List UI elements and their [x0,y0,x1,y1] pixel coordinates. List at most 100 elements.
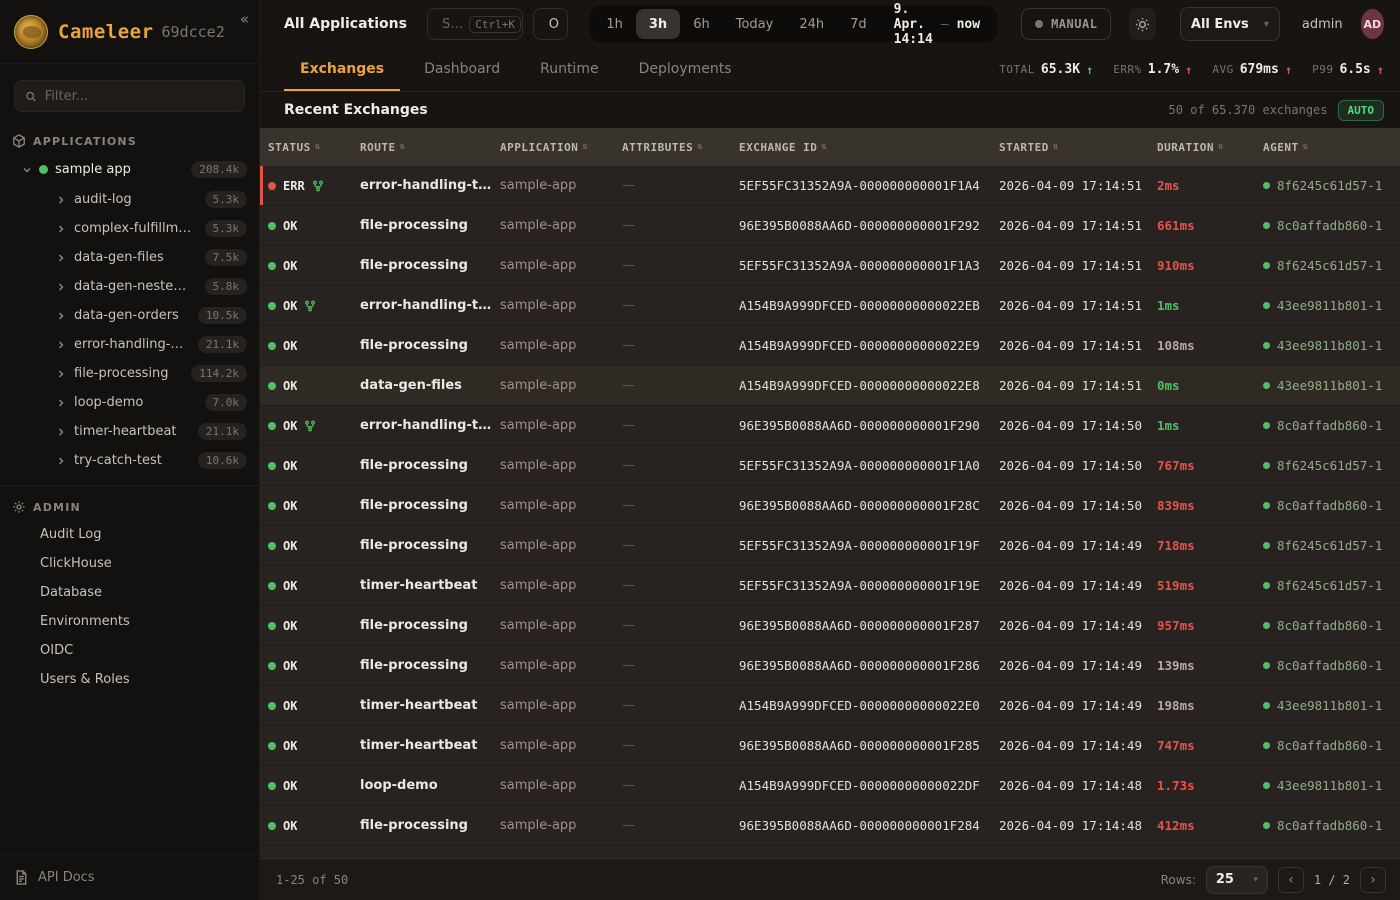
api-docs-link[interactable]: API Docs [0,854,259,900]
duration-cell: 957ms [1157,618,1195,633]
time-to: now [956,16,981,32]
theme-toggle-button[interactable] [1129,8,1156,40]
status-label: OK [283,818,298,833]
sidebar: Cameleer 69dcce2 « APPLICATIONS sample a… [0,0,260,900]
status-dot [268,341,276,350]
sidebar-route-item[interactable]: timer-heartbeat 21.1k [0,417,259,446]
column-header-label: STATUS [268,140,311,154]
sidebar-route-item[interactable]: audit-log 5.3k [0,185,259,214]
column-header[interactable]: STATUS ⇅ [268,141,360,154]
sidebar-collapse-button[interactable]: « [239,10,249,28]
time-range-button[interactable]: 24h [786,9,837,39]
tab[interactable]: Dashboard [408,48,516,91]
user-avatar[interactable]: AD [1360,9,1384,39]
sort-icon: ⇅ [1052,142,1059,152]
admin-menu-item[interactable]: ClickHouse [0,549,259,578]
sidebar-route-item[interactable]: error-handling-… 21.1k [0,330,259,359]
table-row[interactable]: OK file-processing sample-app — 5EF55FC3… [260,526,1400,566]
status-label: OK [283,218,298,233]
tab[interactable]: Deployments [623,48,748,91]
admin-menu-item[interactable]: OIDC [0,636,259,665]
table-row[interactable]: OK file-processing sample-app — 96E395B0… [260,806,1400,846]
agent-cell: 43ee9811b801-1 [1263,298,1400,313]
application-cell: sample-app [500,338,577,353]
filter-input[interactable] [44,88,234,104]
table-row[interactable]: OK loop-demo sample-app — A154B9A999DFCE… [260,766,1400,806]
time-range-display[interactable]: 9. Apr. 14:14 – now [880,2,994,47]
sidebar-route-item[interactable]: data-gen-files 7.5k [0,243,259,272]
status-dot [268,781,276,790]
environments-dropdown[interactable]: All Envs ▾ [1179,7,1280,41]
table-row[interactable]: OK file-processing sample-app — 5EF55FC3… [260,246,1400,286]
application-cell: sample-app [500,698,577,713]
global-search-box[interactable]: S… Ctrl+K [426,8,523,40]
table-row[interactable]: ERR error-handling-test sample-app — 5EF… [260,166,1400,206]
admin-menu-item[interactable]: Environments [0,607,259,636]
table-row[interactable]: OK file-processing sample-app — 96E395B0… [260,646,1400,686]
rows-per-page-select[interactable]: 25 ▾ [1205,865,1268,894]
table-row[interactable]: OK data-gen-files sample-app — A154B9A99… [260,366,1400,406]
table-row[interactable]: OK file-processing sample-app — 96E395B0… [260,206,1400,246]
agent-status-dot [1263,622,1270,629]
sidebar-route-item[interactable]: file-processing 114.2k [0,359,259,388]
prev-page-button[interactable]: ‹ [1277,866,1304,893]
column-header[interactable]: AGENT ⇅ [1263,141,1400,154]
status-label: OK [283,258,298,273]
table-row[interactable]: OK error-handling-test sample-app — A154… [260,286,1400,326]
time-range-button[interactable]: 6h [680,9,723,39]
tab[interactable]: Exchanges [284,48,401,91]
stat-label: TOTAL [999,63,1035,76]
next-page-button[interactable]: › [1360,866,1386,893]
table-row[interactable]: OK timer-heartbeat sample-app — 96E395B0… [260,726,1400,766]
status-dot [268,501,276,510]
sidebar-item-sample-app[interactable]: sample app 208.4k [0,154,259,185]
sidebar-route-item[interactable]: try-catch-test 10.6k [0,446,259,475]
column-header[interactable]: ATTRIBUTES ⇅ [622,141,739,154]
manual-label: MANUAL [1051,17,1098,31]
filter-box[interactable] [14,80,245,112]
table-row[interactable]: OK file-processing sample-app — 5EF55FC3… [260,446,1400,486]
column-header[interactable]: DURATION ⇅ [1157,141,1263,154]
route-cell: data-gen-files [360,378,462,393]
sidebar-route-item[interactable]: complex-fulfillm… 5.3k [0,214,259,243]
admin-menu-item[interactable]: Users & Roles [0,665,259,694]
exchange-id-cell: 5EF55FC31352A9A-000000000001F1A3 [739,258,980,273]
status-label: OK [283,458,298,473]
sidebar-route-item[interactable]: data-gen-orders 10.5k [0,301,259,330]
column-header[interactable]: APPLICATION ⇅ [500,141,622,154]
agent-cell: 8f6245c61d57-1 [1263,578,1400,593]
table-row[interactable]: OK timer-heartbeat sample-app — A154B9A9… [260,686,1400,726]
tab[interactable]: Runtime [524,48,614,91]
table-row[interactable]: OK file-processing sample-app — A154B9A9… [260,326,1400,366]
duration-cell: 198ms [1157,698,1195,713]
admin-section-header: ADMIN [0,490,259,520]
manual-refresh-button[interactable]: MANUAL [1021,8,1112,40]
route-name-label: audit-log [74,192,132,207]
search-icon [26,91,36,101]
table-row[interactable]: OK file-processing sample-app — 96E395B0… [260,486,1400,526]
time-range-button[interactable]: 1h [593,9,636,39]
time-range-button[interactable]: 7d [837,9,880,39]
chevron-down-icon: ▾ [1253,874,1258,885]
column-header[interactable]: STARTED ⇅ [999,141,1157,154]
time-range-button[interactable]: 3h [635,9,681,39]
sidebar-route-item[interactable]: data-gen-neste… 5.8k [0,272,259,301]
time-range-button[interactable]: Today [723,9,787,39]
column-header[interactable]: ROUTE ⇅ [360,141,500,154]
column-header[interactable]: EXCHANGE ID ⇅ [739,141,999,154]
admin-menu-item[interactable]: Audit Log [0,520,259,549]
column-header-label: ROUTE [360,140,396,154]
started-cell: 2026-04-09 17:14:49 [999,698,1142,713]
stat: TOTAL 65.3K ↑ [999,62,1093,77]
sidebar-route-item[interactable]: loop-demo 7.0k [0,388,259,417]
auto-refresh-badge[interactable]: AUTO [1337,99,1384,121]
admin-menu-item[interactable]: Database [0,578,259,607]
started-cell: 2026-04-09 17:14:48 [999,818,1142,833]
time-range-label: Today [735,16,774,32]
table-row[interactable]: OK error-handling-test sample-app — 96E3… [260,406,1400,446]
table-row[interactable]: OK file-processing sample-app — 96E395B0… [260,606,1400,646]
table-row[interactable]: OK timer-heartbeat sample-app — 5EF55FC3… [260,566,1400,606]
live-status-button[interactable]: O [532,8,569,40]
app-version: 69dcce2 [161,22,225,41]
gear-icon [13,501,25,513]
